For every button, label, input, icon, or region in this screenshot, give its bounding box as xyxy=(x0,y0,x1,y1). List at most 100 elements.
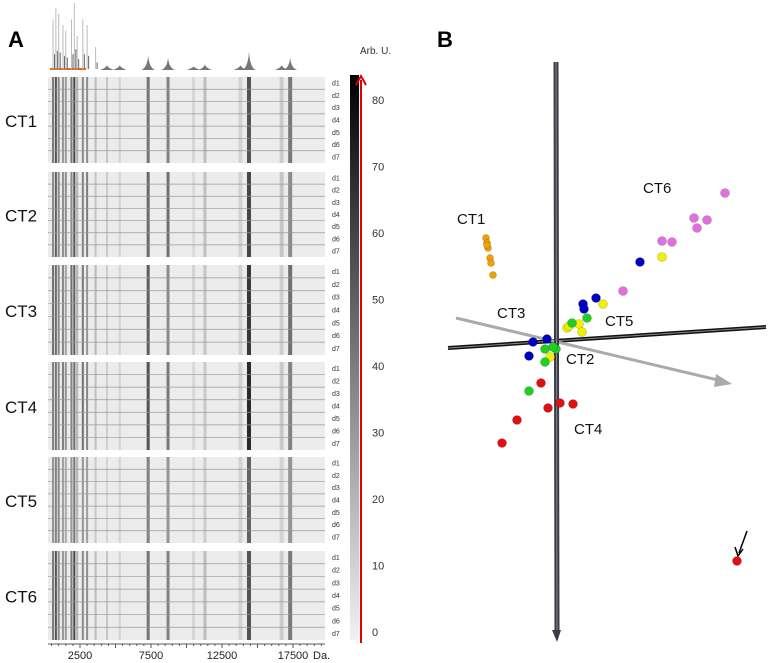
gel-band xyxy=(61,362,64,450)
data-point xyxy=(635,257,645,267)
data-point xyxy=(555,398,565,408)
gel-group-label: CT6 xyxy=(5,588,37,607)
gel-band xyxy=(64,362,67,450)
data-point xyxy=(489,271,497,279)
gel-group-label: CT5 xyxy=(5,492,37,511)
gel-band xyxy=(146,172,150,257)
gel-band xyxy=(94,265,97,355)
spectrum-peak xyxy=(197,64,212,70)
series-ct3 xyxy=(524,257,645,361)
gel-band xyxy=(105,172,108,257)
gel-band xyxy=(288,265,293,355)
gel-band xyxy=(64,77,67,163)
gel-band xyxy=(81,362,84,450)
gel-row-label: d6 xyxy=(332,142,340,149)
gel-block-ct6: d1 d2 d3 d4 d5 d6 d7 CT6 xyxy=(5,551,340,640)
gel-band xyxy=(166,77,170,163)
gel-band xyxy=(81,265,84,355)
colorbar-tick-label: 10 xyxy=(372,561,384,573)
data-point xyxy=(548,342,558,352)
gel-band xyxy=(146,265,150,355)
axis-horizontal-highlight xyxy=(447,326,767,349)
gel-band xyxy=(57,77,60,163)
gel-band xyxy=(64,265,67,355)
gel-block-background xyxy=(48,457,325,543)
gel-band xyxy=(54,457,57,543)
gel-band xyxy=(81,172,84,257)
colorbar-gradient xyxy=(350,75,359,640)
gel-band xyxy=(57,172,60,257)
gel-band xyxy=(238,551,243,640)
gel-band xyxy=(203,77,207,163)
gel-row-label: d1 xyxy=(332,366,340,373)
mass-spectrum xyxy=(50,3,298,70)
gel-band xyxy=(57,551,60,640)
gel-block-ct1: d1 d2 d3 d4 d5 d6 d7 CT1 xyxy=(5,77,340,163)
gel-band xyxy=(192,172,196,257)
gel-band xyxy=(118,362,121,450)
gel-band xyxy=(288,551,293,640)
gel-band xyxy=(86,362,89,450)
gel-row-label: d2 xyxy=(332,93,340,100)
gel-band xyxy=(76,77,79,163)
gel-band xyxy=(118,77,121,163)
colorbar-tick-label: 20 xyxy=(372,494,384,506)
gel-band xyxy=(76,551,79,640)
series-ct2 xyxy=(524,313,592,396)
gel-band xyxy=(279,172,284,257)
colorbar-tick-label: 80 xyxy=(372,95,384,107)
data-point xyxy=(524,386,534,396)
gel-row-label: d1 xyxy=(332,81,340,88)
gel-band xyxy=(94,172,97,257)
gel-band xyxy=(81,457,84,543)
gel-band xyxy=(52,457,55,543)
gel-band xyxy=(246,265,251,355)
gel-row-label: d5 xyxy=(332,416,340,423)
gel-band xyxy=(73,551,76,640)
axis-depth xyxy=(455,316,723,383)
gel-band xyxy=(52,172,55,257)
gel-band xyxy=(288,457,293,543)
gel-row-label: d4 xyxy=(332,404,340,411)
gel-band xyxy=(52,77,55,163)
gel-band xyxy=(94,551,97,640)
gel-band xyxy=(54,265,57,355)
gel-row-label: d3 xyxy=(332,580,340,587)
x-tick-label: 12500 xyxy=(207,650,238,662)
gel-row-label: d7 xyxy=(332,441,340,448)
gel-row-label: d5 xyxy=(332,224,340,231)
gel-band xyxy=(203,265,207,355)
gel-row-label: d2 xyxy=(332,473,340,480)
gel-block-ct3: d1 d2 d3 d4 d5 d6 d7 CT3 xyxy=(5,265,340,355)
gel-row-label: d7 xyxy=(332,154,340,161)
gel-row-label: d6 xyxy=(332,429,340,436)
gel-band xyxy=(76,265,79,355)
gel-band xyxy=(166,265,170,355)
spectrum-peak xyxy=(274,65,289,70)
gel-band xyxy=(73,457,76,543)
gel-band xyxy=(246,551,251,640)
gel-block-background xyxy=(48,362,325,450)
gel-band xyxy=(70,265,73,355)
gel-band xyxy=(70,457,73,543)
gel-band xyxy=(288,172,293,257)
series-label: CT6 xyxy=(643,180,671,197)
gel-group-label: CT3 xyxy=(5,302,37,321)
data-point xyxy=(582,313,592,323)
gel-band xyxy=(86,457,89,543)
gel-band xyxy=(203,457,207,543)
gel-band xyxy=(105,362,108,450)
gel-band xyxy=(54,77,57,163)
gel-band xyxy=(238,265,243,355)
gel-row-label: d6 xyxy=(332,236,340,243)
gel-band xyxy=(279,362,284,450)
data-point xyxy=(732,556,742,566)
gel-row-label: d4 xyxy=(332,593,340,600)
x-tick-label: 17500 xyxy=(278,650,309,662)
data-point xyxy=(536,378,546,388)
gel-row-label: d5 xyxy=(332,130,340,137)
gel-band xyxy=(86,551,89,640)
gel-row-label: d1 xyxy=(332,461,340,468)
